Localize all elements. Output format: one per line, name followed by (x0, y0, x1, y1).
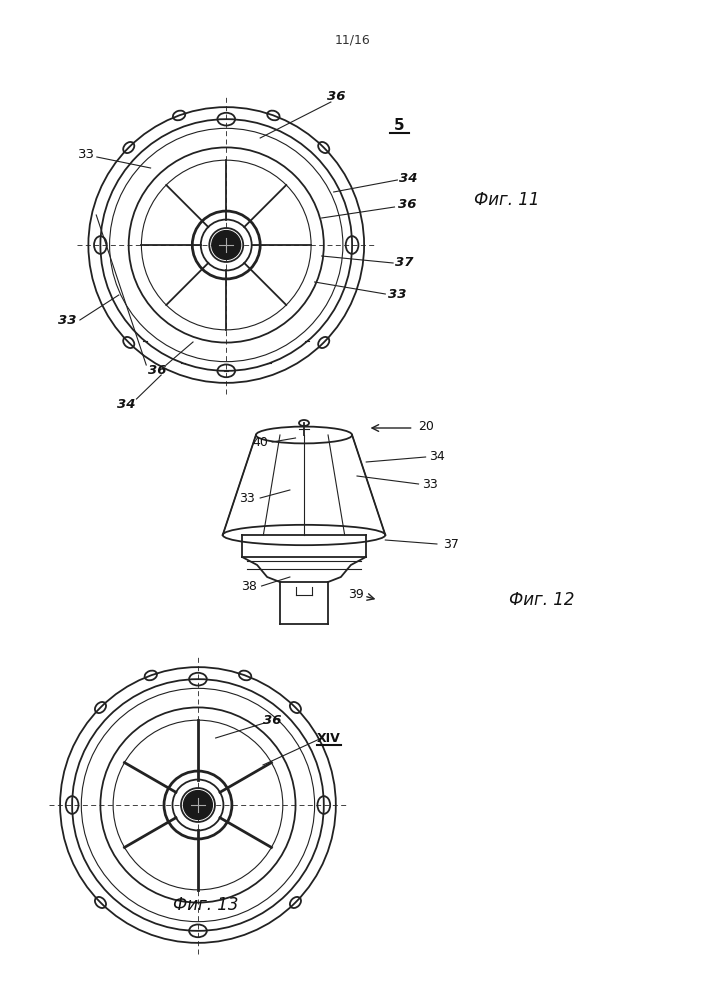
Text: 34: 34 (117, 397, 135, 410)
Text: 33: 33 (422, 478, 438, 490)
Text: Фиг. 12: Фиг. 12 (509, 591, 575, 609)
Circle shape (184, 791, 212, 819)
Text: XIV: XIV (317, 732, 341, 744)
Text: Фиг. 13: Фиг. 13 (173, 896, 239, 914)
Text: 38: 38 (241, 580, 257, 592)
Text: 20: 20 (419, 420, 434, 432)
Text: Фиг. 11: Фиг. 11 (474, 191, 539, 209)
Text: 5: 5 (394, 117, 405, 132)
Text: 11/16: 11/16 (335, 33, 371, 46)
Text: 33: 33 (58, 314, 76, 326)
Text: 34: 34 (399, 172, 418, 184)
Text: 39: 39 (348, 588, 363, 601)
Text: 33: 33 (388, 288, 407, 300)
Text: 37: 37 (443, 538, 459, 552)
Text: 33: 33 (78, 148, 95, 161)
Text: 36: 36 (263, 714, 281, 726)
Text: 36: 36 (327, 91, 345, 104)
Circle shape (212, 231, 240, 259)
Text: 36: 36 (398, 198, 416, 211)
Text: 34: 34 (429, 450, 445, 462)
Text: 33: 33 (240, 491, 255, 504)
Text: 40: 40 (252, 436, 268, 448)
Text: 36: 36 (148, 364, 167, 377)
Text: 37: 37 (395, 255, 414, 268)
